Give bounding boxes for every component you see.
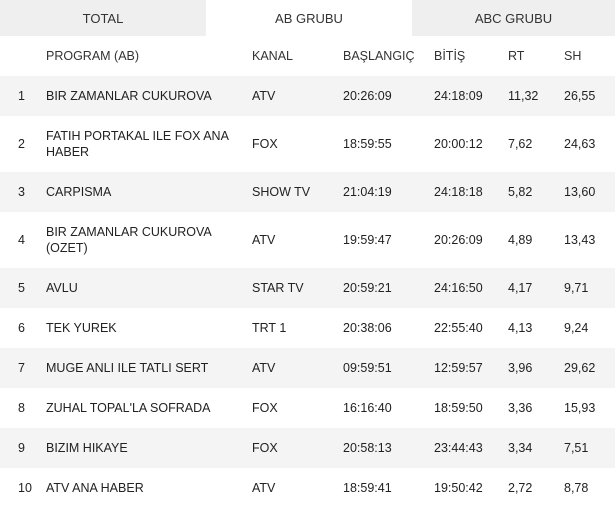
cell-program: FATIH PORTAKAL ILE FOX ANA HABER [46,129,229,159]
cell-rt: 4,17 [508,281,533,295]
cell-channel: SHOW TV [252,185,311,199]
tab-total[interactable]: TOTAL [0,0,206,36]
ratings-table: PROGRAM (AB) KANAL BAŞLANGIÇ BİTİŞ RT SH… [0,36,615,508]
cell-end: 19:50:42 [434,481,483,495]
cell-end: 23:44:43 [434,441,483,455]
table-row: 9 BIZIM HIKAYE FOX 20:58:13 23:44:43 3,34 7,51 [0,428,615,468]
cell-end: 20:26:09 [434,233,483,247]
cell-channel: ATV [252,233,276,247]
cell-program: BIZIM HIKAYE [46,441,128,455]
table-row: 1 BIR ZAMANLAR CUKUROVA ATV 20:26:09 24:18:0… [0,76,615,116]
cell-sh: 29,62 [564,361,596,375]
header-channel: KANAL [252,36,343,76]
group-tabs: TOTAL AB GRUBU ABC GRUBU [0,0,615,36]
cell-sh: 13,60 [564,185,596,199]
cell-channel: ATV [252,481,276,495]
header-program: PROGRAM (AB) [46,36,252,76]
cell-rt: 4,13 [508,321,533,335]
table-row: 5 AVLU STAR TV 20:59:21 24:16:50 4,17 9,71 [0,268,615,308]
cell-rt: 3,36 [508,401,533,415]
cell-end: 18:59:50 [434,401,483,415]
cell-end: 20:00:12 [434,137,483,151]
cell-channel: FOX [252,441,278,455]
cell-start: 18:59:55 [343,137,392,151]
cell-program: CARPISMA [46,185,112,199]
cell-rt: 7,62 [508,137,533,151]
cell-rank: 8 [18,401,25,415]
cell-rt: 3,34 [508,441,533,455]
cell-program: ATV ANA HABER [46,481,144,495]
cell-channel: ATV [252,361,276,375]
header-rt: RT [508,36,564,76]
cell-program: TEK YUREK [46,321,117,335]
cell-start: 18:59:41 [343,481,392,495]
cell-sh: 7,51 [564,441,589,455]
cell-sh: 24,63 [564,137,596,151]
cell-end: 24:16:50 [434,281,483,295]
table-row: 8 ZUHAL TOPAL'LA SOFRADA FOX 16:16:40 18:59:… [0,388,615,428]
cell-rank: 9 [18,441,25,455]
cell-channel: TRT 1 [252,321,287,335]
cell-end: 12:59:57 [434,361,483,375]
table-row: 4 BIR ZAMANLAR CUKUROVA (OZET) ATV 19:59:47… [0,212,615,268]
cell-start: 20:26:09 [343,89,392,103]
cell-channel: STAR TV [252,281,304,295]
cell-rank: 7 [18,361,25,375]
cell-rt: 5,82 [508,185,533,199]
cell-end: 22:55:40 [434,321,483,335]
header-sh: SH [564,36,615,76]
cell-rank: 5 [18,281,25,295]
cell-channel: FOX [252,401,278,415]
cell-channel: FOX [252,137,278,151]
table-row: 6 TEK YUREK TRT 1 20:38:06 22:55:40 4,13 9,24 [0,308,615,348]
tab-ab-grubu[interactable]: AB GRUBU [206,0,412,36]
cell-rt: 2,72 [508,481,533,495]
cell-rt: 4,89 [508,233,533,247]
cell-program: BIR ZAMANLAR CUKUROVA [46,89,212,103]
cell-rank: 2 [18,137,25,151]
table-header-row: PROGRAM (AB) KANAL BAŞLANGIÇ BİTİŞ RT SH [0,36,615,76]
table-row: 2 FATIH PORTAKAL ILE FOX ANA HABER FOX 18:5… [0,116,615,172]
header-rank [0,36,46,76]
cell-end: 24:18:18 [434,185,483,199]
cell-start: 16:16:40 [343,401,392,415]
header-start: BAŞLANGIÇ [343,36,434,76]
tab-abc-grubu[interactable]: ABC GRUBU [412,0,615,36]
cell-rt: 11,32 [508,89,539,103]
cell-rank: 1 [18,89,25,103]
cell-end: 24:18:09 [434,89,483,103]
cell-sh: 26,55 [564,89,596,103]
cell-sh: 15,93 [564,401,596,415]
cell-rank: 6 [18,321,25,335]
cell-start: 19:59:47 [343,233,392,247]
cell-program: ZUHAL TOPAL'LA SOFRADA [46,401,211,415]
cell-sh: 13,43 [564,233,596,247]
table-row: 7 MUGE ANLI ILE TATLI SERT ATV 09:59:51 12:5… [0,348,615,388]
cell-sh: 9,71 [564,281,589,295]
cell-rank: 4 [18,233,25,247]
cell-start: 09:59:51 [343,361,392,375]
cell-rt: 3,96 [508,361,533,375]
cell-rank: 10 [18,481,32,495]
table-row: 3 CARPISMA SHOW TV 21:04:19 24:18:18 5,82 13,6… [0,172,615,212]
cell-start: 21:04:19 [343,185,392,199]
cell-program: BIR ZAMANLAR CUKUROVA (OZET) [46,225,212,255]
cell-rank: 3 [18,185,25,199]
cell-start: 20:58:13 [343,441,392,455]
header-end: BİTİŞ [434,36,508,76]
cell-program: AVLU [46,281,78,295]
cell-sh: 9,24 [564,321,589,335]
cell-sh: 8,78 [564,481,589,495]
cell-channel: ATV [252,89,276,103]
cell-start: 20:38:06 [343,321,392,335]
table-row: 10 ATV ANA HABER ATV 18:59:41 19:50:42 2,72 8,… [0,468,615,508]
cell-program: MUGE ANLI ILE TATLI SERT [46,361,209,375]
cell-start: 20:59:21 [343,281,392,295]
